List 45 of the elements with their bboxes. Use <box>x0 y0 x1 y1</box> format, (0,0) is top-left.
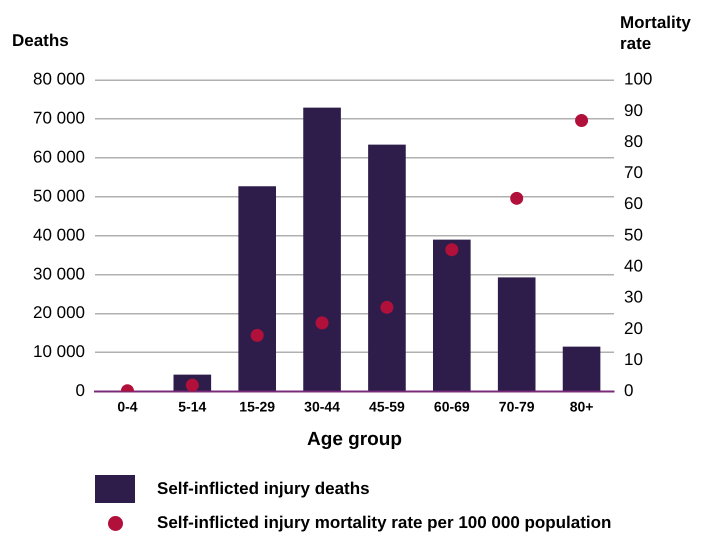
y-tick-label: 0 <box>76 381 85 400</box>
x-tick-label: 30-44 <box>304 398 340 415</box>
point <box>380 300 394 314</box>
x-tick-label: 45-59 <box>369 398 406 415</box>
legend-label: Self-inflicted injury deaths <box>157 479 370 499</box>
y2-tick-label: 0 <box>624 381 634 400</box>
y2-tick-label: 70 <box>624 163 643 182</box>
y-tick-label: 60 000 <box>33 148 85 167</box>
y2-tick-label: 20 <box>624 318 643 338</box>
y-tick-label: 40 000 <box>33 225 85 244</box>
x-tick-label: 0-4 <box>117 398 138 415</box>
y-tick-label: 30 000 <box>33 264 85 284</box>
y2-tick-label: 50 <box>624 225 643 244</box>
y2-axis-title: Mortality rate <box>620 13 692 53</box>
x-tick-label: 70-79 <box>498 398 535 415</box>
y-tick-label: 50 000 <box>33 186 85 206</box>
y2-tick-label: 80 <box>624 132 643 151</box>
y-tick-label: 80 000 <box>33 70 85 89</box>
point <box>250 328 264 342</box>
point <box>510 192 524 205</box>
point <box>575 114 588 127</box>
y-axis-title: Deaths <box>12 31 69 50</box>
bar <box>562 346 600 391</box>
bar <box>368 144 406 391</box>
y2-tick-label: 100 <box>624 70 652 89</box>
y2-tick-label: 30 <box>624 288 643 307</box>
bar <box>303 108 341 391</box>
x-axis-title: Age group <box>307 428 402 450</box>
point <box>445 243 458 256</box>
y2-tick-label: 90 <box>624 100 643 120</box>
y-tick-label: 20 000 <box>33 303 85 322</box>
x-tick-label: 5-14 <box>178 398 207 415</box>
y-tick-label: 10 000 <box>33 342 85 362</box>
x-tick-label: 15-29 <box>239 398 276 415</box>
bar <box>433 240 471 391</box>
y-tick-label: 70 000 <box>33 108 85 128</box>
y2-tick-label: 40 <box>624 256 643 276</box>
x-tick-label: 60-69 <box>434 398 470 415</box>
bar <box>238 186 276 391</box>
y2-tick-label: 60 <box>624 194 643 214</box>
bar <box>498 277 536 391</box>
y2-tick-label: 10 <box>624 350 643 369</box>
x-tick-label: 80+ <box>570 398 594 415</box>
point <box>316 316 329 330</box>
legend-label: Self-inflicted injury mortality rate per 100 000 population <box>157 513 612 533</box>
